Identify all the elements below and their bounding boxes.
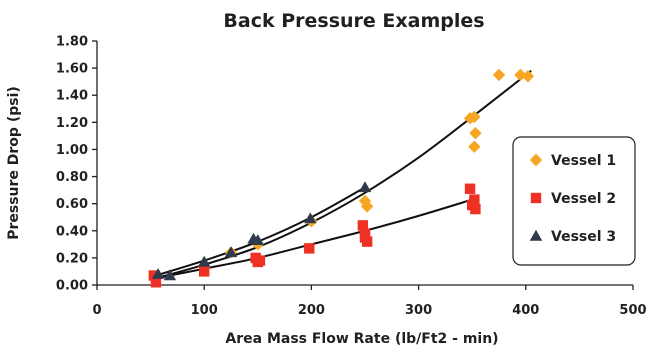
y-tick-label: 1.80 <box>56 35 88 50</box>
x-tick-label: 0 <box>92 303 101 318</box>
y-tick-label: 0.60 <box>56 197 88 212</box>
x-tick-label: 400 <box>512 303 539 318</box>
x-axis-label: Area Mass Flow Rate (lb/Ft2 - min) <box>225 331 498 347</box>
series-1-points <box>149 68 535 285</box>
legend: Vessel 1 Vessel 2 Vessel 3 <box>512 136 636 266</box>
x-tick-label: 200 <box>298 303 325 318</box>
data-point <box>224 246 238 258</box>
data-point <box>254 255 266 266</box>
legend-marker-1 <box>529 153 543 167</box>
data-point <box>150 277 162 288</box>
legend-label-1: Vessel 1 <box>551 153 616 169</box>
legend-marker-2 <box>530 192 542 204</box>
x-axis-ticks: 0 100 200 300 400 500 <box>92 285 647 318</box>
series-3-points <box>151 181 372 281</box>
data-point <box>492 68 506 82</box>
trendline-series-1 <box>155 70 532 280</box>
y-tick-label: 0.00 <box>56 279 88 294</box>
x-tick-label: 300 <box>405 303 432 318</box>
data-point <box>521 70 535 83</box>
data-point <box>304 212 317 224</box>
data-point <box>468 110 481 124</box>
legend-label-2: Vessel 2 <box>551 191 616 207</box>
data-point <box>469 126 482 140</box>
data-point <box>163 269 177 281</box>
y-tick-label: 0.40 <box>56 224 88 239</box>
data-point <box>199 266 210 277</box>
legend-marker-3 <box>529 229 543 241</box>
y-tick-label: 0.20 <box>56 251 88 266</box>
y-tick-label: 1.20 <box>56 116 88 131</box>
data-point <box>359 232 371 243</box>
data-point <box>304 243 315 254</box>
y-tick-label: 1.00 <box>56 143 88 158</box>
data-points <box>148 68 535 288</box>
y-tick-label: 1.60 <box>56 62 88 77</box>
y-axis-label: Pressure Drop (psi) <box>6 86 22 240</box>
data-point <box>251 234 264 245</box>
data-point <box>470 203 481 215</box>
y-tick-label: 1.40 <box>56 89 88 104</box>
legend-box <box>512 136 636 266</box>
x-tick-label: 100 <box>191 303 218 318</box>
data-point <box>198 255 211 267</box>
chart-title: Back Pressure Examples <box>223 10 484 32</box>
y-tick-label: 0.80 <box>56 170 88 185</box>
series-2-points <box>148 183 481 288</box>
data-point <box>360 200 374 213</box>
data-point <box>469 194 480 205</box>
y-axis-ticks: 0.00 0.20 0.40 0.60 0.80 1.00 1.20 1.40 1.60 1.80 <box>56 35 97 294</box>
data-point <box>464 183 476 194</box>
data-point <box>357 220 369 231</box>
legend-label-3: Vessel 3 <box>551 229 616 245</box>
data-point <box>151 267 165 279</box>
data-point <box>514 68 527 82</box>
data-point <box>468 140 481 153</box>
x-tick-label: 500 <box>619 303 646 318</box>
data-point <box>358 181 372 193</box>
trendlines <box>155 70 532 280</box>
